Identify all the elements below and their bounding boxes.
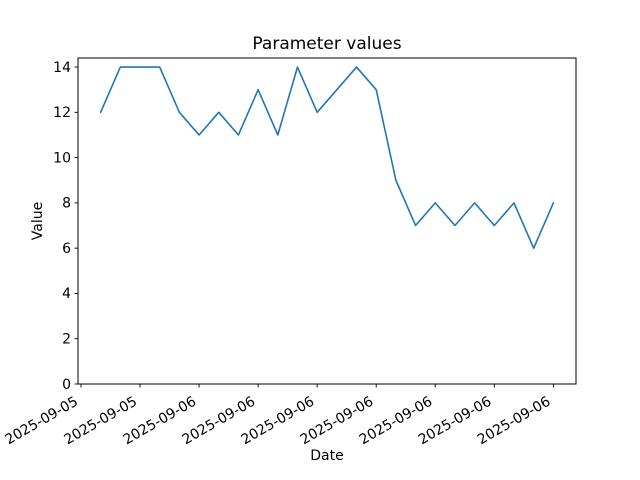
- y-tick-label: 8: [62, 196, 71, 212]
- y-tick-label: 6: [62, 241, 71, 257]
- y-tick-label: 2: [62, 332, 71, 348]
- axis-ticks-group: 024681012142025-09-052025-09-052025-09-0…: [2, 60, 554, 448]
- chart-title: Parameter values: [252, 34, 401, 54]
- y-tick-label: 10: [53, 150, 71, 166]
- y-tick-label: 0: [62, 377, 71, 393]
- y-tick-label: 12: [53, 105, 71, 121]
- plot-area-border: [77, 57, 577, 385]
- series-group: [99, 66, 555, 249]
- x-axis-label: Date: [310, 448, 343, 464]
- data-line: [99, 66, 555, 249]
- y-axis-label: Value: [30, 202, 46, 240]
- y-tick-label: 14: [53, 60, 71, 76]
- y-tick-label: 4: [62, 286, 71, 302]
